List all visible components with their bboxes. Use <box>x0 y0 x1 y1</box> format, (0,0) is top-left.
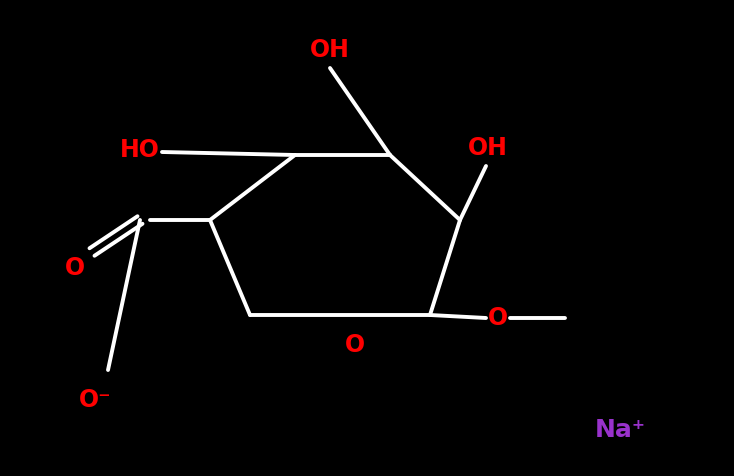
Text: HO: HO <box>120 138 160 162</box>
Text: Na⁺: Na⁺ <box>595 418 645 442</box>
Text: O: O <box>345 333 365 357</box>
Text: OH: OH <box>310 38 350 62</box>
Text: OH: OH <box>468 136 508 160</box>
Text: O: O <box>488 306 508 330</box>
Text: O: O <box>65 256 85 280</box>
Text: O⁻: O⁻ <box>79 388 112 412</box>
